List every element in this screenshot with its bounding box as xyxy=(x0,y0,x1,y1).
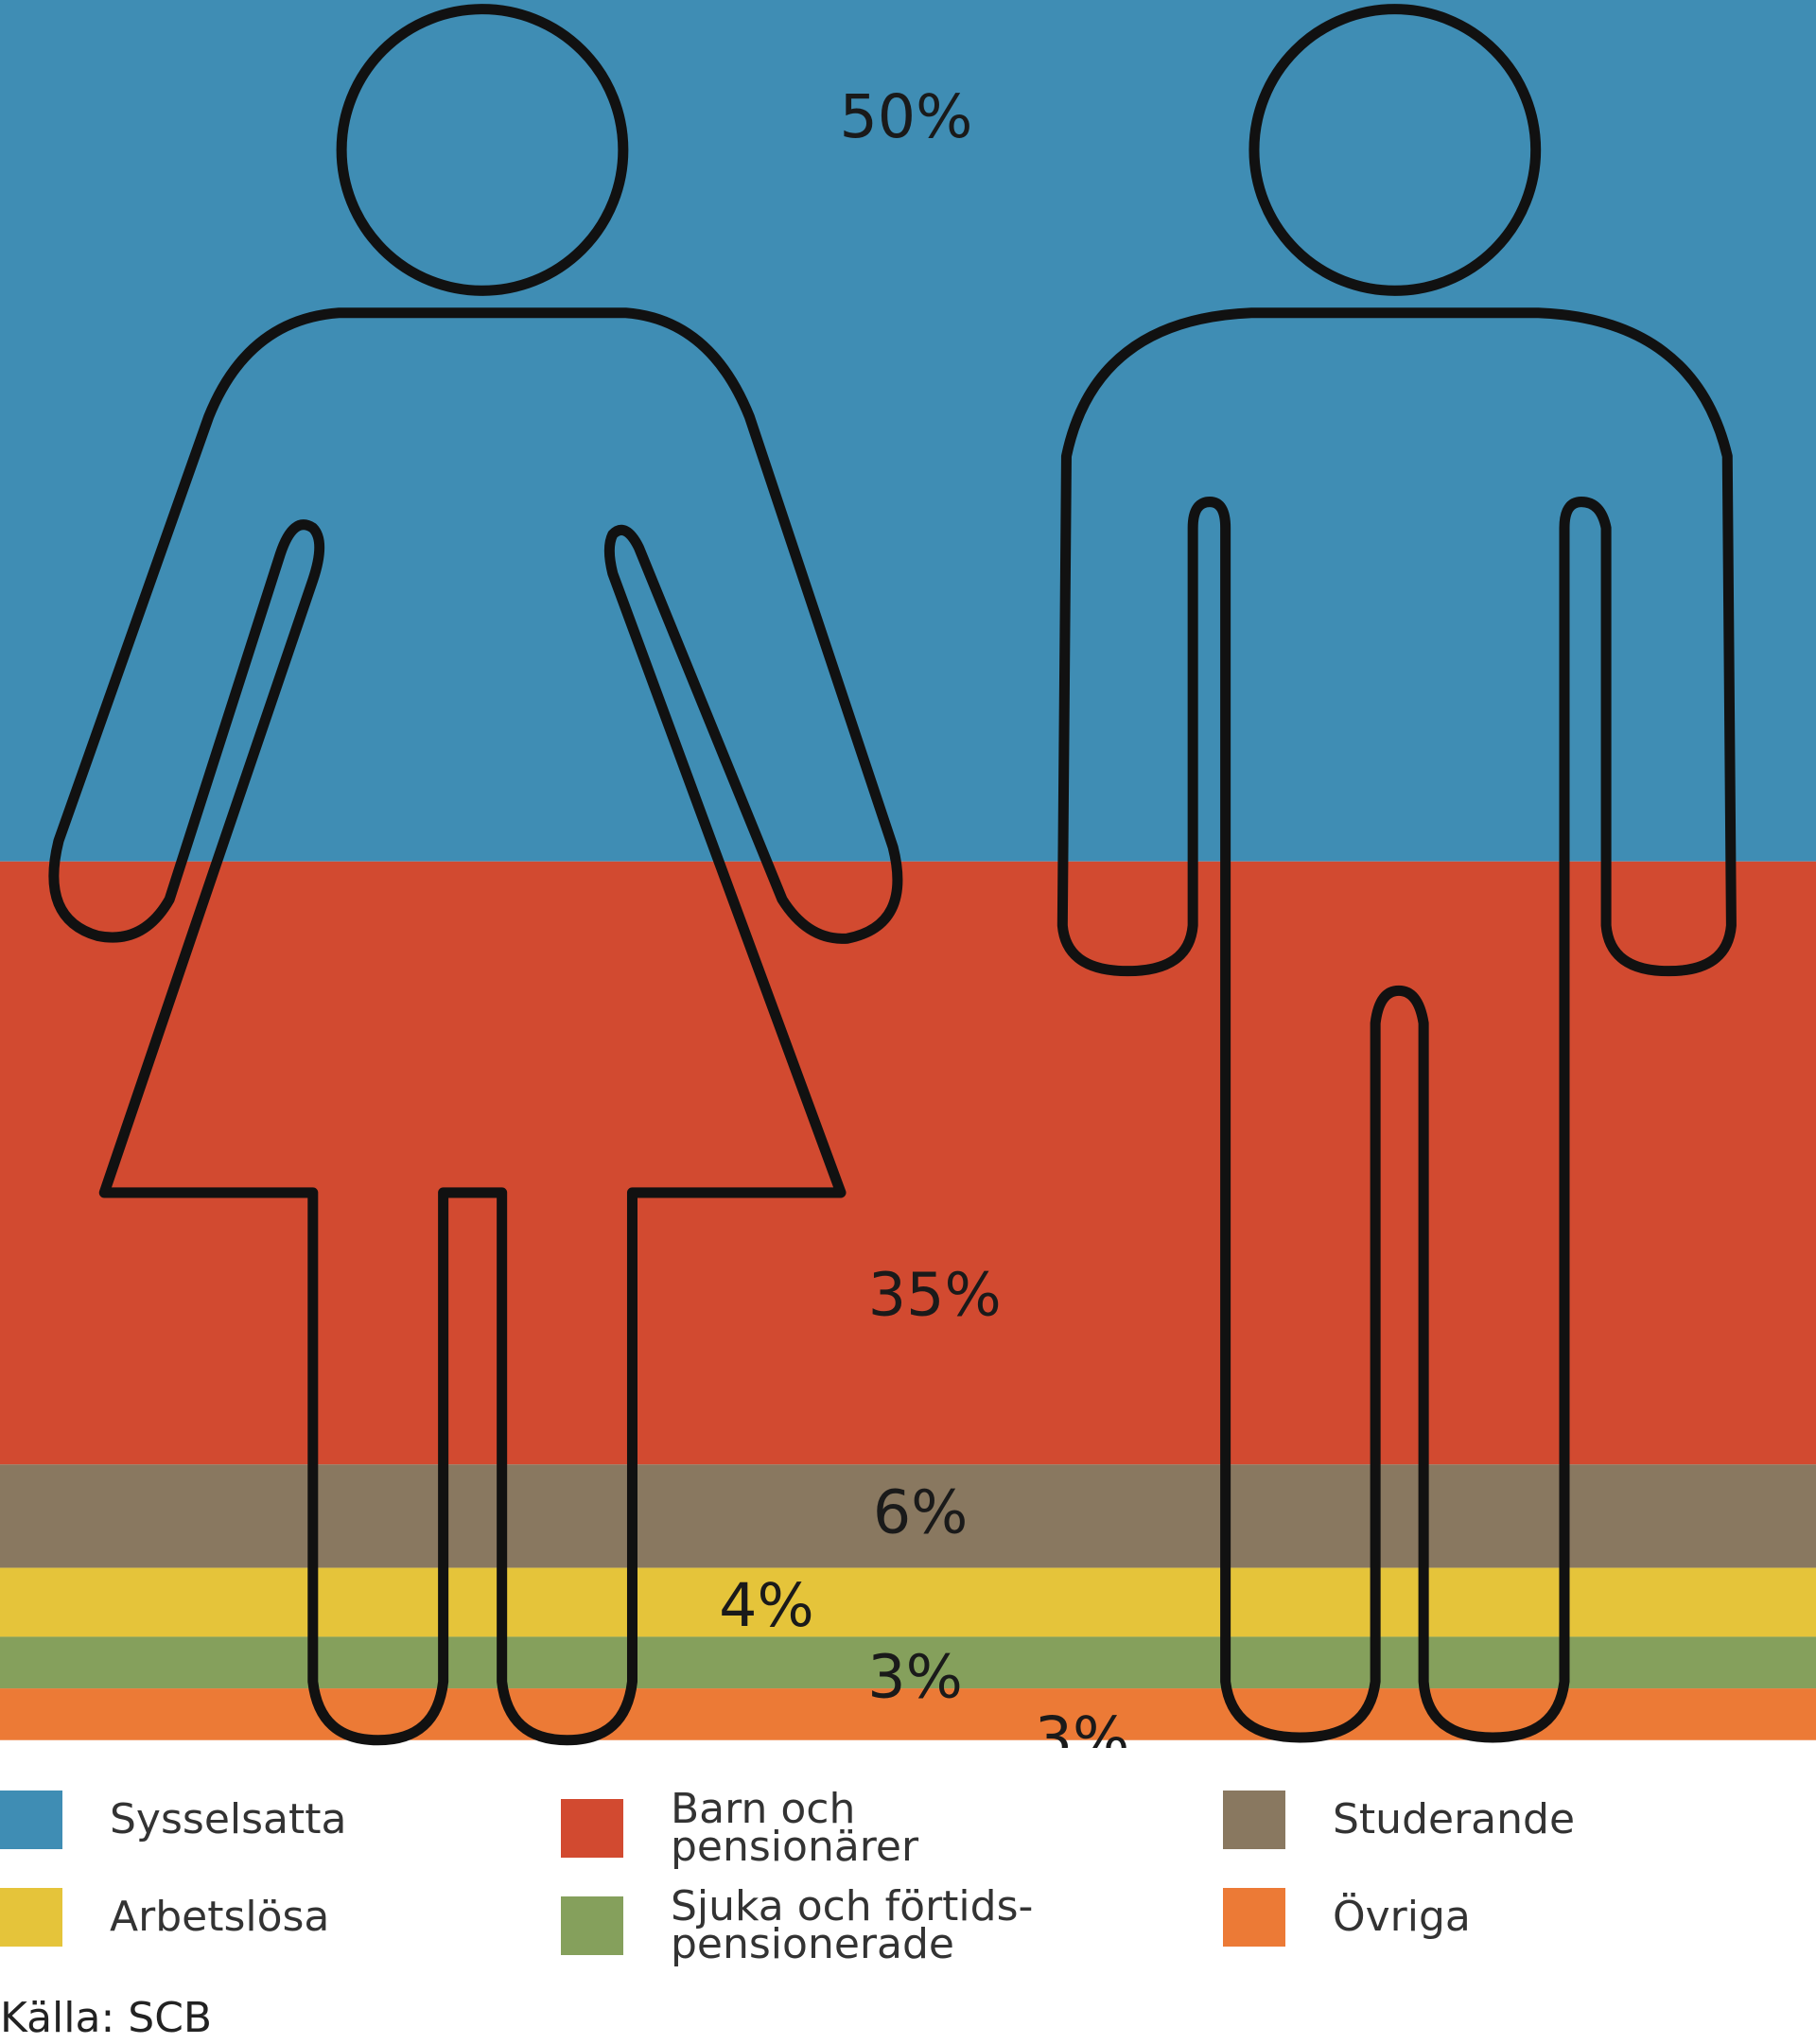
legend-label: Barn och pensionärer xyxy=(671,1785,919,1871)
band xyxy=(0,1567,1816,1637)
woman-head xyxy=(336,4,629,296)
man-head xyxy=(1248,4,1542,296)
value-label: 3% xyxy=(1035,1703,1130,1748)
legend-item: Studerande xyxy=(1223,1791,1730,1849)
band xyxy=(0,0,1816,862)
legend-swatch xyxy=(1223,1791,1285,1849)
legend-item: Barn och pensionärer xyxy=(561,1785,1068,1871)
value-label: 6% xyxy=(873,1477,969,1547)
legend-label: Sysselsatta xyxy=(110,1795,347,1843)
legend-swatch xyxy=(0,1888,62,1947)
legend-item: Arbetslösa xyxy=(0,1888,507,1947)
value-label: 4% xyxy=(719,1570,814,1640)
legend-item: Sjuka och förtids-pensionerade xyxy=(561,1882,1068,1968)
legend-swatch xyxy=(561,1799,623,1858)
band xyxy=(0,861,1816,1465)
band xyxy=(0,1464,1816,1568)
legend-label: Sjuka och förtids-pensionerade xyxy=(671,1882,1034,1968)
value-label: 3% xyxy=(867,1641,963,1711)
legend-swatch xyxy=(561,1896,623,1955)
silhouettes xyxy=(48,4,1737,1746)
legend-swatch xyxy=(1223,1888,1285,1947)
value-label: 50% xyxy=(839,81,972,151)
legend-label: Arbetslösa xyxy=(110,1893,330,1941)
source: Källa: SCB xyxy=(0,1994,213,2042)
woman-body xyxy=(48,307,903,1746)
legend-item: Sysselsatta xyxy=(0,1791,507,1849)
legend-label: Studerande xyxy=(1333,1795,1576,1843)
band xyxy=(0,1636,1816,1689)
value-label: 35% xyxy=(868,1260,1002,1330)
man-body xyxy=(1056,307,1737,1743)
legend-swatch xyxy=(0,1791,62,1849)
chart: 50% 35% 6% 4% 3% 3% xyxy=(0,0,1816,1748)
legend-item: Övriga xyxy=(1223,1888,1730,1947)
legend-label: Övriga xyxy=(1333,1893,1471,1941)
